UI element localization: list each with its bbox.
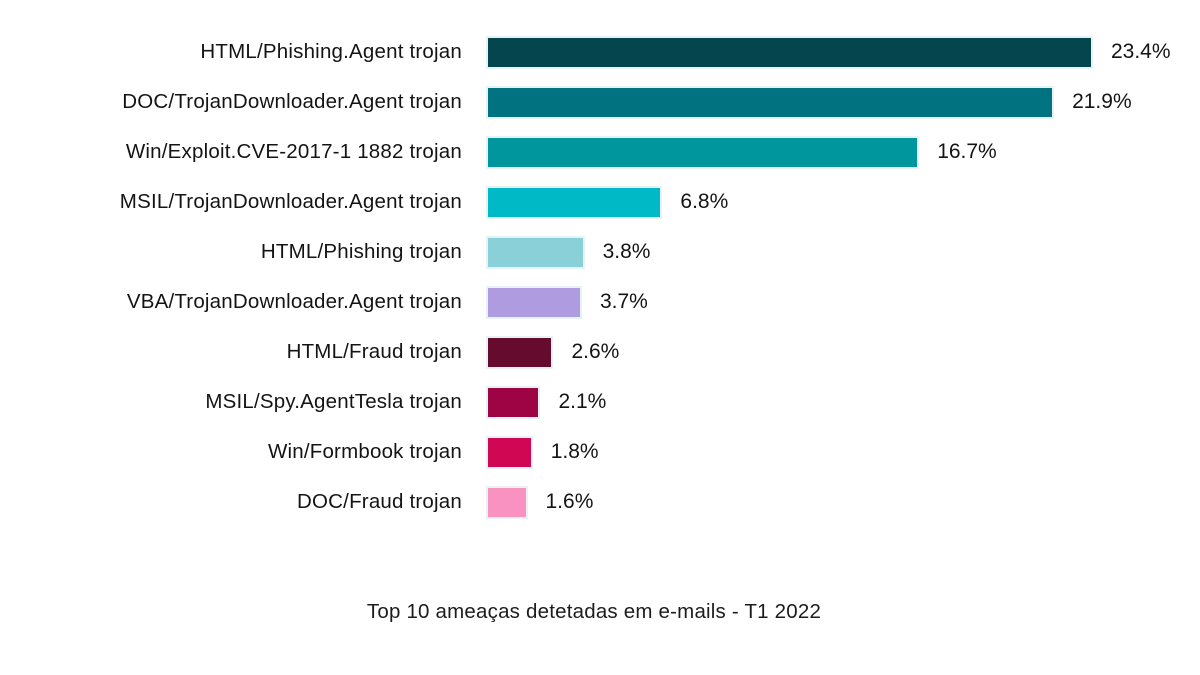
bar [486,85,1055,119]
bar [486,135,920,169]
category-label: MSIL/Spy.AgentTesla trojan [205,390,462,413]
bar [486,35,1093,69]
category-label: DOC/TrojanDownloader.Agent trojan [122,90,462,113]
bar [486,285,582,319]
value-label: 2.6% [571,340,620,363]
chart-row: HTML/Phishing.Agent trojan 23.4% [0,27,1200,77]
chart-title: Top 10 ameaças detetadas em e-mails - T1… [366,600,822,623]
value-label: 1.6% [545,490,594,513]
bar [486,435,533,469]
chart-rows: HTML/Phishing.Agent trojan 23.4% DOC/Tro… [0,27,1200,527]
category-label: VBA/TrojanDownloader.Agent trojan [126,290,462,313]
value-label: 2.1% [558,390,607,413]
chart-row: Win/Formbook trojan 1.8% [0,427,1200,477]
category-label: HTML/Phishing trojan [260,240,462,263]
category-label: DOC/Fraud trojan [297,490,462,513]
chart-row: DOC/Fraud trojan 1.6% [0,477,1200,527]
category-label: HTML/Phishing.Agent trojan [200,40,462,63]
category-label: Win/Formbook trojan [267,440,462,463]
category-label: Win/Exploit.CVE-2017-1 1882 trojan [125,140,462,163]
bar [486,485,528,519]
chart-row: HTML/Phishing trojan 3.8% [0,227,1200,277]
chart-row: MSIL/TrojanDownloader.Agent trojan 6.8% [0,177,1200,227]
value-label: 3.8% [602,240,651,263]
chart-row: VBA/TrojanDownloader.Agent trojan 3.7% [0,277,1200,327]
value-label: 1.8% [550,440,599,463]
bar [486,335,554,369]
chart-row: MSIL/Spy.AgentTesla trojan 2.1% [0,377,1200,427]
chart-row: HTML/Fraud trojan 2.6% [0,327,1200,377]
category-label: MSIL/TrojanDownloader.Agent trojan [119,190,462,213]
bar [486,185,663,219]
chart-row: Win/Exploit.CVE-2017-1 1882 trojan 16.7% [0,127,1200,177]
category-label: HTML/Fraud trojan [286,340,462,363]
bar [486,235,585,269]
value-label: 3.7% [599,290,648,313]
bar [486,385,541,419]
value-label: 16.7% [937,140,997,163]
value-label: 23.4% [1110,40,1171,63]
chart-row: DOC/TrojanDownloader.Agent trojan 21.9% [0,77,1200,127]
value-label: 21.9% [1072,90,1132,113]
value-label: 6.8% [680,190,729,213]
